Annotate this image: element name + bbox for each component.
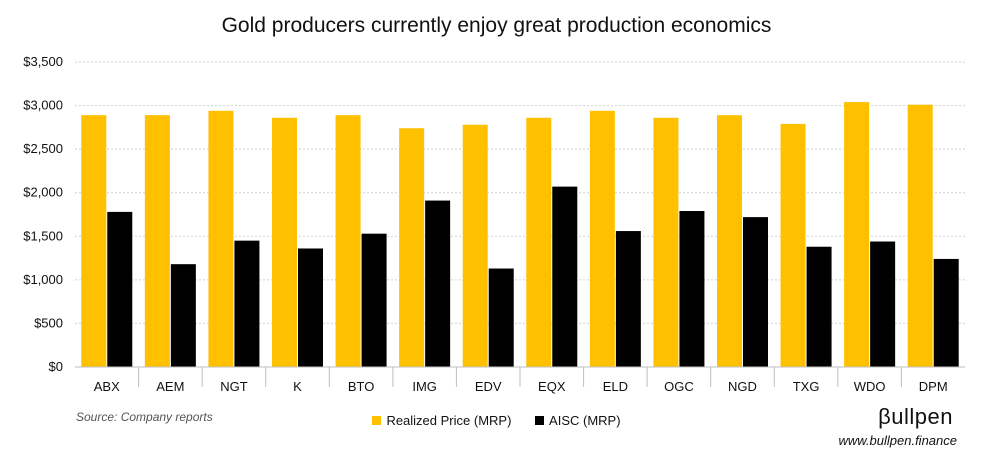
x-tick-label: IMG (412, 379, 437, 394)
x-tick-label: BTO (348, 379, 375, 394)
legend-label: AISC (MRP) (549, 413, 621, 428)
legend-swatch-black (535, 416, 545, 425)
bar-realized-price (780, 123, 806, 367)
bar-aisc (806, 246, 832, 367)
x-tick-label: NGT (220, 379, 248, 394)
bar-aisc (298, 248, 323, 367)
bar-realized-price (907, 104, 933, 367)
x-tick-label: WDO (854, 379, 886, 394)
bar-realized-price (399, 128, 425, 367)
bar-realized-price (144, 115, 170, 368)
bar-realized-price (335, 115, 361, 368)
x-tick-label: OGC (664, 379, 694, 394)
bar-aisc (488, 268, 514, 367)
x-tick-label: ABX (94, 379, 120, 394)
bar-realized-price (653, 117, 679, 368)
bar-aisc (679, 211, 705, 367)
bar-aisc (234, 240, 260, 367)
bar-realized-price (272, 117, 297, 368)
x-tick-label: EDV (475, 379, 502, 394)
chart-legend: Realized Price (MRP) AISC (MRP) (0, 413, 993, 428)
x-tick-label: EQX (538, 379, 566, 394)
legend-item-realized-price: Realized Price (MRP) (372, 413, 511, 428)
y-tick-label: $0 (49, 359, 63, 374)
x-tick-label: ELD (603, 379, 628, 394)
bar-realized-price (208, 110, 234, 368)
y-tick-label: $3,500 (23, 54, 63, 69)
bar-realized-price (589, 110, 615, 368)
brand-logo: βullpen (878, 404, 953, 429)
y-tick-label: $2,500 (23, 141, 63, 156)
bar-aisc (870, 241, 896, 367)
y-tick-label: $3,000 (23, 98, 63, 113)
bar-aisc (425, 200, 451, 367)
bar-aisc (107, 211, 133, 367)
bar-aisc (743, 217, 768, 367)
bar-realized-price (462, 124, 488, 367)
y-tick-label: $1,000 (23, 272, 63, 287)
brand-url: www.bullpen.finance (838, 433, 957, 448)
chart-title: Gold producers currently enjoy great pro… (221, 14, 772, 37)
bar-realized-price (81, 115, 107, 368)
bar-aisc (615, 231, 641, 367)
legend-label: Realized Price (MRP) (386, 413, 512, 428)
bar-realized-price (526, 117, 552, 368)
y-tick-label: $1,500 (23, 228, 63, 243)
bar-aisc (552, 186, 578, 367)
bar-aisc (933, 258, 959, 367)
x-tick-label: DPM (919, 379, 948, 394)
bar-aisc (361, 233, 387, 367)
x-tick-label: AEM (156, 379, 184, 394)
y-tick-label: $2,000 (23, 185, 63, 200)
x-tick-label: TXG (793, 379, 820, 394)
legend-swatch-gold (372, 416, 382, 425)
x-tick-label: NGD (728, 379, 757, 394)
bar-aisc (170, 264, 196, 367)
legend-item-aisc: AISC (MRP) (535, 413, 621, 428)
bar-realized-price (717, 115, 742, 368)
x-tick-label: K (293, 379, 302, 394)
bar-realized-price (844, 102, 870, 367)
y-tick-label: $500 (34, 315, 63, 330)
source-note: Source: Company reports (76, 410, 213, 424)
